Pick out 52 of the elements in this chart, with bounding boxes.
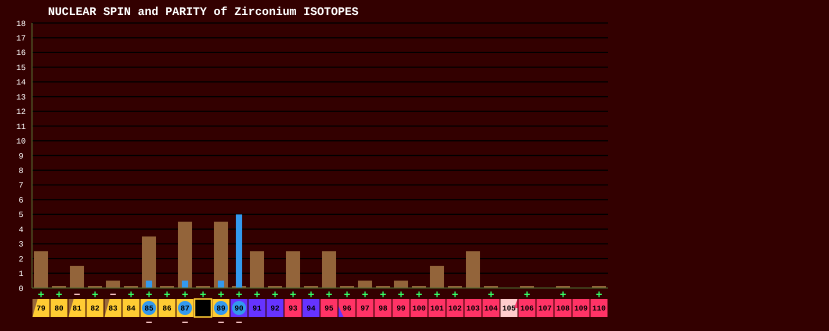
data-label: + xyxy=(92,290,99,302)
data-label: + xyxy=(56,290,63,302)
data-label: + xyxy=(452,290,459,302)
data-label: + xyxy=(200,290,207,302)
y-tick-label: 7 xyxy=(18,182,24,191)
y-tick-label: 0 xyxy=(18,284,24,294)
data-label: − xyxy=(182,318,189,330)
y-tick-label: 3 xyxy=(18,240,24,250)
y-tick-label: 18 xyxy=(16,20,26,29)
data-label: + xyxy=(218,290,225,302)
data-label: + xyxy=(524,290,531,302)
data-label: + xyxy=(38,290,45,302)
y-tick-label: 8 xyxy=(18,167,24,176)
y-tick-label: 5 xyxy=(18,211,24,220)
data-label: + xyxy=(434,290,441,302)
data-label: + xyxy=(560,290,567,302)
data-label: + xyxy=(254,290,261,302)
y-tick-label: 1 xyxy=(18,270,24,280)
data-label: + xyxy=(128,290,135,302)
y-tick-label: 16 xyxy=(16,49,26,58)
data-label: + xyxy=(272,290,279,302)
data-label: − xyxy=(146,318,153,330)
data-label: + xyxy=(146,290,153,302)
data-label: + xyxy=(290,290,297,302)
y-tick-label: 15 xyxy=(16,64,26,73)
data-label: + xyxy=(380,290,387,302)
data-label: + xyxy=(236,290,243,302)
data-label: + xyxy=(416,290,423,302)
data-label: + xyxy=(326,290,333,302)
y-tick-label: 4 xyxy=(18,226,24,235)
y-tick-label: 10 xyxy=(16,138,26,147)
data-label: + xyxy=(596,290,603,302)
data-label: + xyxy=(344,290,351,302)
y-tick-label: 6 xyxy=(18,196,24,206)
data-label: − xyxy=(218,318,225,330)
y-tick-label: 9 xyxy=(18,152,24,162)
data-label: − xyxy=(236,318,243,330)
y-tick-label: 11 xyxy=(16,122,26,132)
y-tick-label: 12 xyxy=(16,108,26,118)
data-label: + xyxy=(398,290,405,302)
data-label: + xyxy=(308,290,315,302)
data-label: − xyxy=(110,290,117,302)
y-tick-label: 2 xyxy=(18,255,24,264)
data-label: − xyxy=(74,290,81,302)
data-label: + xyxy=(182,290,189,302)
y-tick-label: 14 xyxy=(16,78,26,88)
data-label: + xyxy=(164,290,171,302)
data-label: + xyxy=(488,290,495,302)
chart-title: NUCLEAR SPIN and PARITY of Zirconium ISOTOPES xyxy=(48,6,359,19)
data-label: + xyxy=(362,290,369,302)
y-tick-label: 17 xyxy=(16,34,26,44)
y-tick-label: 13 xyxy=(16,93,26,102)
